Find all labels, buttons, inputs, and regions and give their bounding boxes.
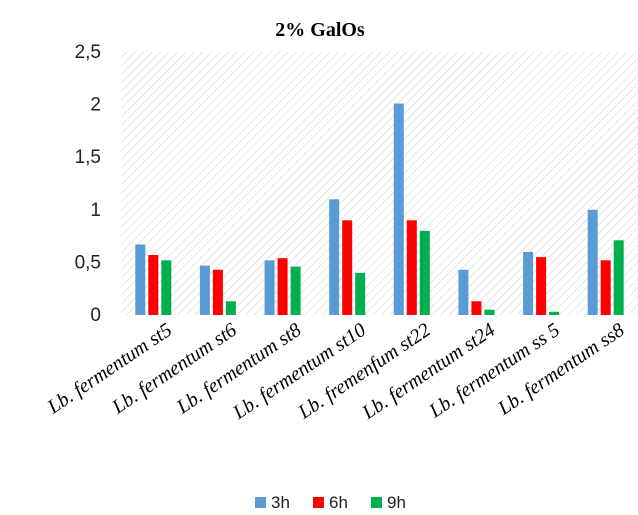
chart-title: 2% GalOs [275,19,365,41]
bar-3h [458,269,469,315]
bar-6h [342,220,353,315]
bar-9h [549,311,560,315]
bar-6h [471,301,482,315]
bar-3h [264,260,275,315]
bar-6h [212,269,223,315]
bar-9h [484,309,495,315]
bar-3h [523,251,534,315]
bar-6h [600,260,611,315]
bar-9h [419,230,430,315]
bar-9h [290,266,301,315]
bar-6h [148,255,159,315]
y-tick-label: 2,5 [75,42,101,63]
legend-label-9h: 9h [387,493,406,512]
y-tick-label: 0 [90,305,101,326]
y-tick-label: 2 [90,95,101,116]
legend-label-6h: 6h [329,493,348,512]
bar-9h [225,301,236,315]
bar-3h [135,244,146,315]
bar-6h [277,258,288,315]
bar-3h [393,103,404,315]
legend-label-3h: 3h [271,493,290,512]
bar-9h [613,240,624,315]
bar-6h [536,257,547,315]
bar-9h [355,272,366,315]
bar-6h [406,220,417,315]
bar-3h [587,209,598,315]
legend-swatch-3h [255,497,266,508]
y-tick-label: 0,5 [75,252,101,273]
plot-area [121,52,638,315]
legend-swatch-6h [313,497,324,508]
bar-3h [199,265,210,315]
bar-9h [161,260,172,315]
bar-3h [329,199,340,315]
y-tick-label: 1,5 [75,147,101,168]
y-tick-label: 1 [90,200,101,221]
legend-swatch-9h [371,497,382,508]
